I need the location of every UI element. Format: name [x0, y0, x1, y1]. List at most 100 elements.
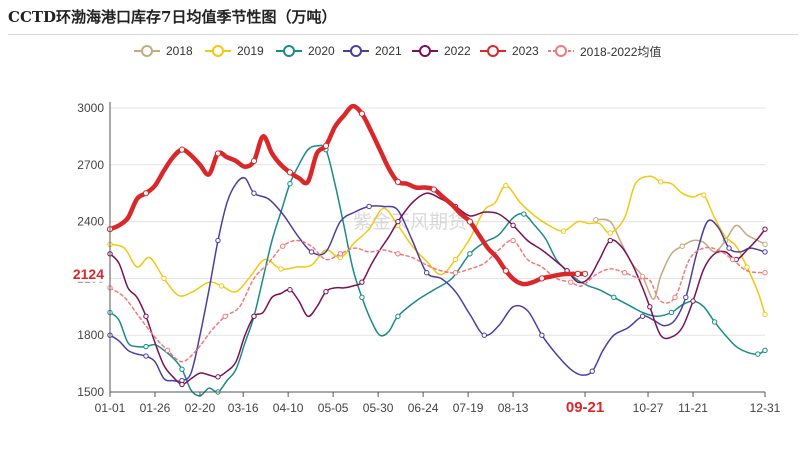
- series-point-2022: [287, 287, 293, 293]
- series-point-2018-2022-: [621, 270, 628, 276]
- series-point-2019: [762, 311, 768, 318]
- series-point-2019: [218, 283, 225, 289]
- series-point-2021: [683, 294, 689, 301]
- series-point-2019: [452, 256, 459, 263]
- chart-legend: 2018 2019 2020 2021 2022 2023 2018-2022均值: [0, 40, 806, 62]
- x-tick-label: 05-05: [318, 401, 349, 415]
- series-point-2022: [251, 313, 257, 319]
- series-point-2020: [467, 251, 473, 257]
- series-point-2020: [359, 294, 365, 301]
- series-point-2019: [701, 192, 707, 198]
- series-point-2021: [308, 249, 315, 255]
- series-point-2019: [161, 275, 167, 282]
- series-point-2019: [607, 230, 613, 236]
- legend-label: 2023: [512, 44, 539, 58]
- x-tick-label: 08-13: [498, 401, 529, 415]
- series-point-2022: [510, 222, 516, 229]
- series-point-2022: [395, 218, 401, 225]
- series-point-2021: [589, 368, 595, 374]
- series-point-2020: [755, 351, 761, 357]
- series-point-2022: [359, 279, 365, 285]
- x-tick-label: 11-21: [678, 401, 708, 415]
- series-point-2021: [639, 313, 646, 319]
- y-tick-label: 2400: [77, 215, 104, 229]
- series-point-2021: [366, 203, 372, 210]
- series-point-2022: [607, 237, 613, 244]
- series-point-2018-2022-: [395, 251, 401, 257]
- legend-label: 2019: [237, 44, 264, 58]
- legend-item-2022[interactable]: 2022: [412, 40, 471, 62]
- chart-plot: 紫金天风期货 15001800210024002700300001-0101-2…: [66, 101, 781, 416]
- series-line-2021: [109, 176, 766, 383]
- series-point-2018: [679, 243, 685, 249]
- legend-label: 2018: [166, 44, 193, 58]
- series-point-2022: [647, 304, 653, 310]
- series-point-2021: [215, 237, 221, 244]
- x-tick-label: 03-16: [228, 401, 259, 415]
- legend-item-2021[interactable]: 2021: [343, 40, 402, 62]
- series-point-2020: [521, 211, 527, 217]
- series-point-2019: [503, 182, 509, 189]
- series-point-2023: [322, 142, 330, 149]
- series-point-2021: [143, 353, 149, 359]
- legend-swatch-icon: [343, 45, 369, 57]
- x-tick-label: 12-31: [750, 401, 781, 415]
- highlight-value-label: 2124: [73, 266, 104, 282]
- series-point-2018-2022-: [762, 270, 768, 276]
- series-point-2019: [744, 264, 750, 270]
- series-point-2023: [214, 150, 222, 157]
- series-point-2023: [502, 267, 509, 274]
- legend-swatch-icon: [480, 45, 506, 57]
- series-point-2018-2022-: [280, 243, 286, 249]
- legend-label: 2018-2022均值: [580, 44, 662, 59]
- series-point-2020: [395, 313, 401, 319]
- x-tick-label-highlight: 09-21: [566, 399, 604, 416]
- series-point-2018-2022-: [337, 251, 344, 257]
- series-point-2020: [179, 366, 185, 372]
- x-tick-label: 06-24: [408, 401, 439, 415]
- series-line-2018-2022-: [109, 239, 766, 363]
- legend-item-2023[interactable]: 2023: [480, 40, 539, 62]
- series-point-2021: [726, 245, 732, 251]
- series-point-2022: [215, 374, 221, 380]
- legend-item-2018-2022-[interactable]: 2018-2022均值: [548, 40, 661, 62]
- series-point-2019: [560, 228, 567, 234]
- legend-swatch-icon: [412, 45, 438, 57]
- annotation-group: 2124: [66, 263, 106, 282]
- series-point-2023: [286, 169, 294, 176]
- series-point-2018: [762, 241, 768, 248]
- series-point-2022: [143, 313, 149, 319]
- legend-item-2018[interactable]: 2018: [134, 40, 193, 62]
- chart-title: CCTD环渤海港口库存7日均值季节性图（万吨）: [8, 8, 337, 26]
- series-point-2018: [593, 217, 599, 223]
- series-point-2021: [539, 332, 545, 338]
- series-point-2021: [424, 270, 430, 276]
- x-tick-label: 10-27: [633, 401, 664, 415]
- series-point-2021: [762, 249, 768, 255]
- series-point-2018-2022-: [452, 270, 459, 276]
- series-point-2018-2022-: [729, 256, 736, 263]
- legend-item-2019[interactable]: 2019: [205, 40, 264, 62]
- series-point-2018-2022-: [567, 279, 574, 285]
- series-point-2022: [762, 226, 768, 232]
- series-point-2020: [611, 294, 617, 301]
- series-point-2020: [287, 181, 293, 187]
- series-point-2023: [250, 157, 258, 165]
- grid-lines: [110, 107, 765, 393]
- series-point-2021: [251, 190, 257, 196]
- series-line-2020: [109, 144, 766, 397]
- series-point-2020: [668, 309, 675, 316]
- legend-label: 2020: [308, 44, 335, 58]
- watermark: 紫金天风期货: [353, 211, 467, 233]
- y-tick-label: 1500: [77, 385, 104, 399]
- legend-label: 2021: [375, 44, 402, 58]
- series-point-2023: [581, 270, 589, 277]
- series-point-2019: [657, 179, 664, 185]
- axes-group: 15001800210024002700300001-0101-2602-200…: [77, 101, 780, 416]
- x-tick-label: 05-30: [363, 401, 394, 415]
- series-line-2018: [595, 218, 766, 300]
- x-tick-label: 01-01: [95, 401, 126, 415]
- x-tick-label: 02-20: [185, 401, 216, 415]
- legend-swatch-icon: [276, 45, 302, 57]
- legend-item-2020[interactable]: 2020: [276, 40, 335, 62]
